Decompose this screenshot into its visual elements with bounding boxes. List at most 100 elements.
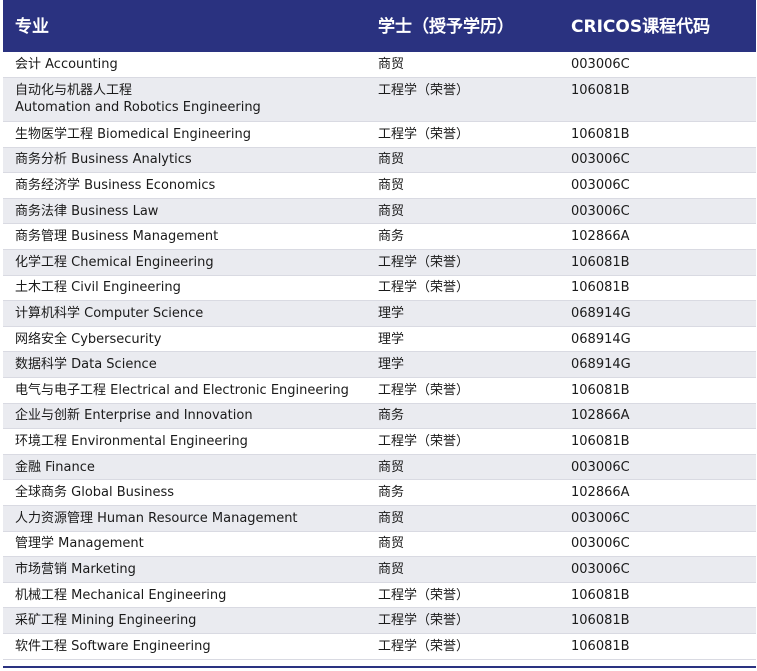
table-row: 商务管理 Business Management 商务 102866A <box>3 223 756 251</box>
cell-cricos-code: 068914G <box>559 300 756 327</box>
cell-cricos-code: 003006C <box>559 52 756 79</box>
cell-degree: 商务 <box>366 479 559 506</box>
major-name: 全球商务 Global Business <box>15 485 175 501</box>
major-name: 环境工程 Environmental Engineering <box>15 434 248 450</box>
cell-major: 商务管理 Business Management <box>3 223 366 251</box>
table-row: 全球商务 Global Business 商务 102866A <box>3 479 756 506</box>
cell-major: 软件工程 Software Engineering <box>3 633 366 660</box>
cell-cricos-code: 068914G <box>559 326 756 353</box>
cell-cricos-code: 102866A <box>559 479 756 506</box>
major-name: 人力资源管理 Human Resource Management <box>15 510 298 526</box>
major-name: 商务管理 Business Management <box>15 229 219 245</box>
cell-degree: 商贸 <box>366 454 559 481</box>
cell-major: 网络安全 Cybersecurity <box>3 326 366 353</box>
major-name: 企业与创新 Enterprise and Innovation <box>15 408 253 424</box>
cell-cricos-code: 106081B <box>559 77 756 123</box>
cell-degree: 工程学（荣誉） <box>366 428 559 455</box>
major-name: 数据科学 Data Science <box>15 357 157 373</box>
cell-degree: 商贸 <box>366 52 559 79</box>
programs-table: 专业 学士（授予学历） CRICOS课程代码 会计 Accounting 商贸 00… <box>3 0 756 660</box>
cell-major: 计算机科学 Computer Science <box>3 300 366 327</box>
table-row: 计算机科学 Computer Science 理学 068914G <box>3 300 756 327</box>
cell-major: 土木工程 Civil Engineering <box>3 275 366 302</box>
cell-degree: 商务 <box>366 223 559 251</box>
table-body: 会计 Accounting 商贸 003006C 自动化与机器人工程 Automatio… <box>3 52 756 660</box>
cell-cricos-code: 106081B <box>559 633 756 660</box>
cell-degree: 工程学（荣誉） <box>366 582 559 609</box>
cell-cricos-code: 003006C <box>559 556 756 583</box>
cell-major: 生物医学工程 Biomedical Engineering <box>3 121 366 148</box>
table-row: 网络安全 Cybersecurity 理学 068914G <box>3 326 756 353</box>
major-name: 管理学 Management <box>15 536 144 552</box>
cell-major: 金融 Finance <box>3 454 366 481</box>
cell-degree: 理学 <box>366 326 559 353</box>
table-row: 电气与电子工程 Electrical and Electronic Engine… <box>3 377 756 404</box>
major-name: 自动化与机器人工程 <box>15 83 133 99</box>
table-row: 机械工程 Mechanical Engineering 工程学（荣誉） 106081… <box>3 582 756 609</box>
cell-degree: 工程学（荣誉） <box>366 77 559 123</box>
cell-cricos-code: 068914G <box>559 351 756 379</box>
cell-cricos-code: 102866A <box>559 223 756 251</box>
major-name: 金融 Finance <box>15 459 95 475</box>
major-name: 电气与电子工程 Electrical and Electronic Engine… <box>15 382 349 398</box>
table-row: 化学工程 Chemical Engineering 工程学（荣誉） 106081B <box>3 249 756 276</box>
bottom-rule <box>3 666 756 668</box>
cell-cricos-code: 003006C <box>559 454 756 481</box>
table-row: 土木工程 Civil Engineering 工程学（荣誉） 106081B <box>3 275 756 302</box>
major-name: 商务经济学 Business Economics <box>15 178 216 194</box>
table-row: 生物医学工程 Biomedical Engineering 工程学（荣誉） 1060… <box>3 121 756 148</box>
cell-major: 自动化与机器人工程 Automation and Robotics Enginee… <box>3 77 366 123</box>
major-name: 化学工程 Chemical Engineering <box>15 254 214 270</box>
cell-major: 会计 Accounting <box>3 52 366 79</box>
header-cricos: CRICOS课程代码 <box>571 16 711 37</box>
cell-degree: 商贸 <box>366 505 559 532</box>
major-name: 软件工程 Software Engineering <box>15 638 211 654</box>
table-row: 软件工程 Software Engineering 工程学（荣誉） 106081B <box>3 633 756 660</box>
cell-cricos-code: 106081B <box>559 121 756 148</box>
table-row: 采矿工程 Mining Engineering 工程学（荣誉） 106081B <box>3 607 756 634</box>
cell-major: 人力资源管理 Human Resource Management <box>3 505 366 532</box>
major-name: 市场营销 Marketing <box>15 561 136 577</box>
table-header: 专业 学士（授予学历） CRICOS课程代码 <box>3 0 756 52</box>
cell-major: 全球商务 Global Business <box>3 479 366 506</box>
cell-cricos-code: 106081B <box>559 607 756 634</box>
cell-degree: 商贸 <box>366 172 559 199</box>
cell-major: 化学工程 Chemical Engineering <box>3 249 366 276</box>
table-row: 金融 Finance 商贸 003006C <box>3 454 756 481</box>
major-name: 会计 Accounting <box>15 57 118 73</box>
cell-cricos-code: 106081B <box>559 428 756 455</box>
cell-major: 市场营销 Marketing <box>3 556 366 583</box>
cell-degree: 商务 <box>366 403 559 430</box>
cell-cricos-code: 106081B <box>559 377 756 404</box>
cell-cricos-code: 102866A <box>559 403 756 430</box>
cell-major: 商务经济学 Business Economics <box>3 172 366 199</box>
cell-cricos-code: 003006C <box>559 172 756 199</box>
cell-degree: 商贸 <box>366 147 559 174</box>
cell-degree: 理学 <box>366 300 559 327</box>
cell-cricos-code: 106081B <box>559 582 756 609</box>
cell-cricos-code: 106081B <box>559 275 756 302</box>
header-degree: 学士（授予学历） <box>378 16 514 37</box>
table-row: 管理学 Management 商贸 003006C <box>3 531 756 558</box>
cell-degree: 工程学（荣誉） <box>366 633 559 660</box>
cell-degree: 商贸 <box>366 531 559 558</box>
cell-degree: 工程学（荣誉） <box>366 249 559 276</box>
cell-major: 环境工程 Environmental Engineering <box>3 428 366 455</box>
cell-major: 数据科学 Data Science <box>3 351 366 379</box>
table-row: 会计 Accounting 商贸 003006C <box>3 52 756 79</box>
cell-cricos-code: 003006C <box>559 531 756 558</box>
cell-degree: 工程学（荣誉） <box>366 607 559 634</box>
cell-major: 商务法律 Business Law <box>3 198 366 225</box>
cell-degree: 商贸 <box>366 556 559 583</box>
major-name: 采矿工程 Mining Engineering <box>15 613 197 629</box>
table-row: 市场营销 Marketing 商贸 003006C <box>3 556 756 583</box>
header-major: 专业 <box>15 16 49 37</box>
major-name: 计算机科学 Computer Science <box>15 306 204 322</box>
cell-major: 商务分析 Business Analytics <box>3 147 366 174</box>
table-row: 商务法律 Business Law 商贸 003006C <box>3 198 756 225</box>
table-row: 数据科学 Data Science 理学 068914G <box>3 351 756 379</box>
cell-degree: 理学 <box>366 351 559 379</box>
table-row: 企业与创新 Enterprise and Innovation 商务 102866A <box>3 403 756 430</box>
cell-cricos-code: 003006C <box>559 505 756 532</box>
